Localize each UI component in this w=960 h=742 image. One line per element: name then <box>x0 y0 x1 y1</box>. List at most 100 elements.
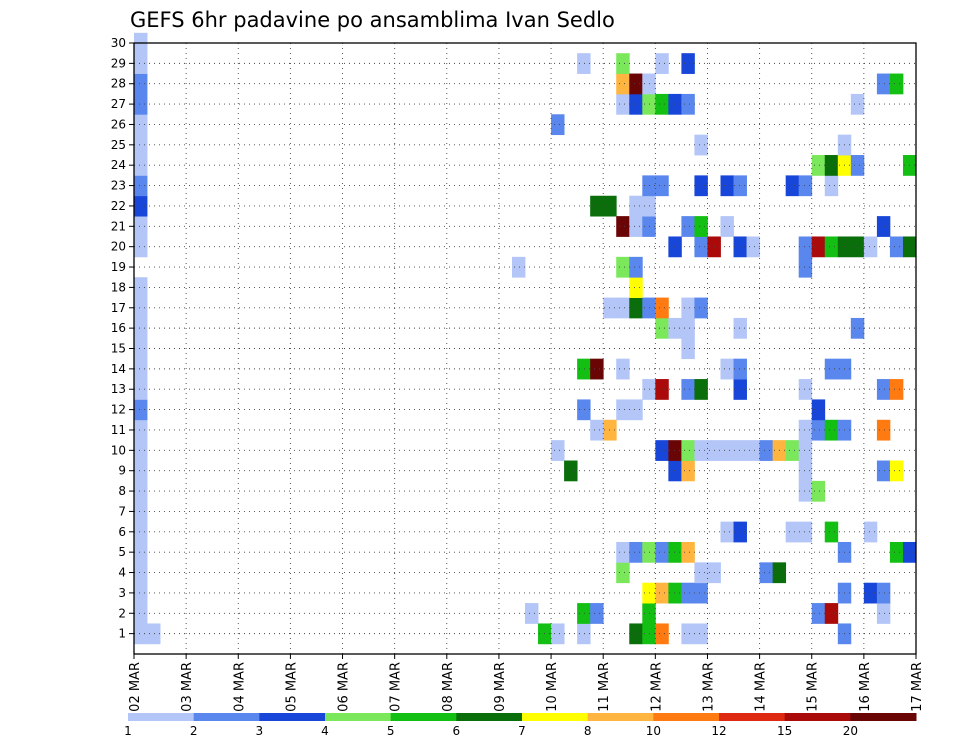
heatmap-cell <box>655 623 669 645</box>
heatmap-cell <box>733 358 747 380</box>
heatmap-cell <box>134 440 148 461</box>
heatmap-cell <box>134 399 148 421</box>
x-tick-label: 15 MAR <box>806 662 821 712</box>
heatmap-cell <box>798 379 813 400</box>
heatmap-cell <box>694 216 708 237</box>
heatmap-cell <box>798 256 813 278</box>
colorbar-swatch <box>784 713 851 721</box>
heatmap-cell <box>629 541 643 563</box>
heatmap-cell <box>889 460 904 482</box>
heatmap-cell <box>134 73 148 95</box>
colorbar-swatch <box>653 713 720 721</box>
heatmap-cell <box>850 155 865 176</box>
heatmap-cell <box>134 236 148 258</box>
heatmap-cells <box>134 32 917 645</box>
heatmap-cell <box>681 93 695 115</box>
heatmap-cell <box>863 582 878 604</box>
heatmap-cell <box>681 440 695 461</box>
heatmap-cell <box>824 175 839 197</box>
heatmap-cell <box>694 236 708 258</box>
heatmap-cell <box>668 541 682 563</box>
y-tick-label: 15 <box>111 342 126 356</box>
heatmap-cell <box>134 480 148 502</box>
heatmap-cell <box>811 603 826 624</box>
colorbar-label: 1 <box>124 724 132 738</box>
heatmap-cell <box>876 460 891 482</box>
heatmap-cell <box>681 460 695 482</box>
heatmap-cell <box>811 399 826 421</box>
heatmap-cell <box>590 603 604 624</box>
heatmap-cell <box>616 93 630 115</box>
heatmap-cell <box>824 358 839 380</box>
heatmap-cell <box>811 155 826 176</box>
heatmap-cell <box>720 521 734 543</box>
heatmap-cell <box>577 358 591 380</box>
colorbar-label: 5 <box>387 724 395 738</box>
colorbar-swatch <box>456 713 523 721</box>
x-tick-label: 06 MAR <box>337 662 352 712</box>
heatmap-cell <box>798 521 813 543</box>
y-tick-label: 10 <box>111 443 126 457</box>
heatmap-cell <box>134 582 148 604</box>
heatmap-cell <box>876 379 891 400</box>
heatmap-cell <box>134 562 148 584</box>
y-tick-label: 26 <box>111 117 126 131</box>
heatmap-cell <box>811 419 826 441</box>
heatmap-cell <box>668 317 682 339</box>
heatmap-cell <box>134 379 148 400</box>
heatmap-cell <box>694 134 708 156</box>
heatmap-cell <box>746 440 760 461</box>
heatmap-cell <box>134 297 148 319</box>
colorbar-label: 12 <box>711 724 726 738</box>
x-tick-label: 04 MAR <box>232 662 247 712</box>
heatmap-cell <box>876 73 891 95</box>
x-tick-label: 05 MAR <box>284 662 299 712</box>
heatmap-cell <box>733 440 747 461</box>
heatmap-cell <box>629 297 643 319</box>
colorbar-swatch <box>850 713 917 721</box>
heatmap-cell <box>134 53 148 74</box>
heatmap-cell <box>876 419 891 441</box>
heatmap-cell <box>134 358 148 380</box>
x-tick-label: 03 MAR <box>180 662 195 712</box>
grid-lines <box>134 42 916 654</box>
y-tick-label: 5 <box>118 545 126 559</box>
heatmap-cell <box>681 582 695 604</box>
heatmap-cell <box>746 236 760 258</box>
heatmap-cell <box>134 603 148 624</box>
y-tick-label: 28 <box>111 77 126 91</box>
y-tick-label: 16 <box>111 321 126 335</box>
heatmap-cell <box>134 277 148 298</box>
x-tick-label: 14 MAR <box>754 662 769 712</box>
colorbar-label: 7 <box>518 724 526 738</box>
colorbar-swatch <box>193 713 260 721</box>
heatmap-cell <box>655 541 669 563</box>
heatmap-cell <box>798 440 813 461</box>
heatmap-cell <box>850 93 865 115</box>
heatmap-cell <box>694 440 708 461</box>
heatmap-cell <box>655 93 669 115</box>
heatmap-cell <box>134 501 148 523</box>
heatmap-cell <box>511 256 526 278</box>
heatmap-cell <box>889 236 904 258</box>
heatmap-cell <box>694 379 708 400</box>
heatmap-cell <box>798 460 813 482</box>
colorbar-label: 3 <box>256 724 264 738</box>
heatmap-cell <box>824 521 839 543</box>
heatmap-cell <box>134 460 148 482</box>
y-tick-label: 4 <box>118 566 126 580</box>
heatmap-cell <box>134 419 148 441</box>
heatmap-cell <box>525 603 539 624</box>
heatmap-cell <box>811 236 826 258</box>
y-tick-label: 24 <box>111 158 126 172</box>
heatmap-cell <box>616 399 630 421</box>
heatmap-cell <box>863 521 878 543</box>
colorbar-swatch <box>128 713 195 721</box>
heatmap-cell <box>720 358 734 380</box>
colorbar-label: 2 <box>190 724 198 738</box>
heatmap-cell <box>134 623 148 645</box>
heatmap-cell <box>694 623 708 645</box>
y-tick-label: 23 <box>111 179 126 193</box>
heatmap-cell <box>876 603 891 624</box>
heatmap-cell <box>694 582 708 604</box>
